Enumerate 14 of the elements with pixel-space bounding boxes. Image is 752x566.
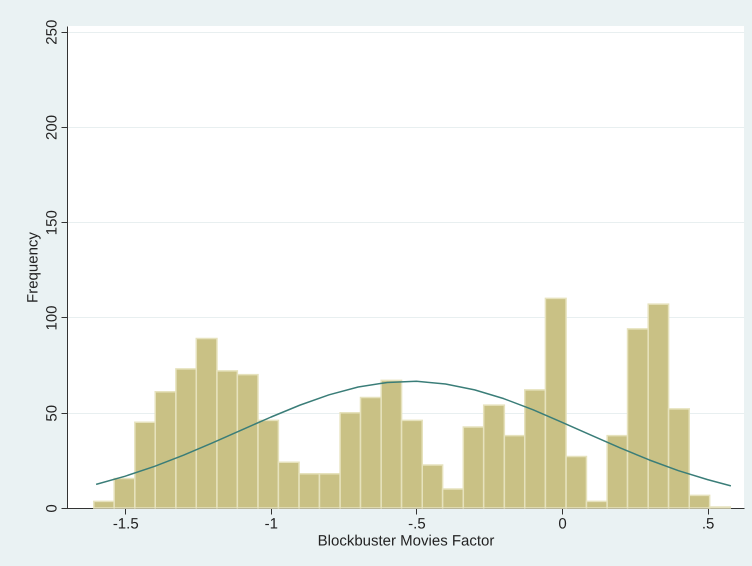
- y-axis-title: Frequency: [24, 232, 42, 303]
- y-tick-label: 200: [44, 114, 60, 140]
- y-tick-label: 100: [44, 305, 60, 330]
- y-tick-label: 150: [44, 210, 60, 236]
- x-axis-title: Blockbuster Movies Factor: [318, 532, 494, 550]
- x-tick-label: -1.5: [112, 516, 139, 532]
- x-tick-label: .5: [702, 516, 714, 532]
- line-series: [95, 380, 732, 487]
- x-tick-label: -.5: [408, 516, 426, 532]
- x-tick-label: -1: [264, 516, 278, 532]
- y-tick-label: 0: [44, 504, 60, 513]
- y-tick-label: 50: [44, 404, 60, 422]
- x-tick-label: 0: [558, 516, 567, 532]
- y-tick-label: 250: [44, 20, 60, 45]
